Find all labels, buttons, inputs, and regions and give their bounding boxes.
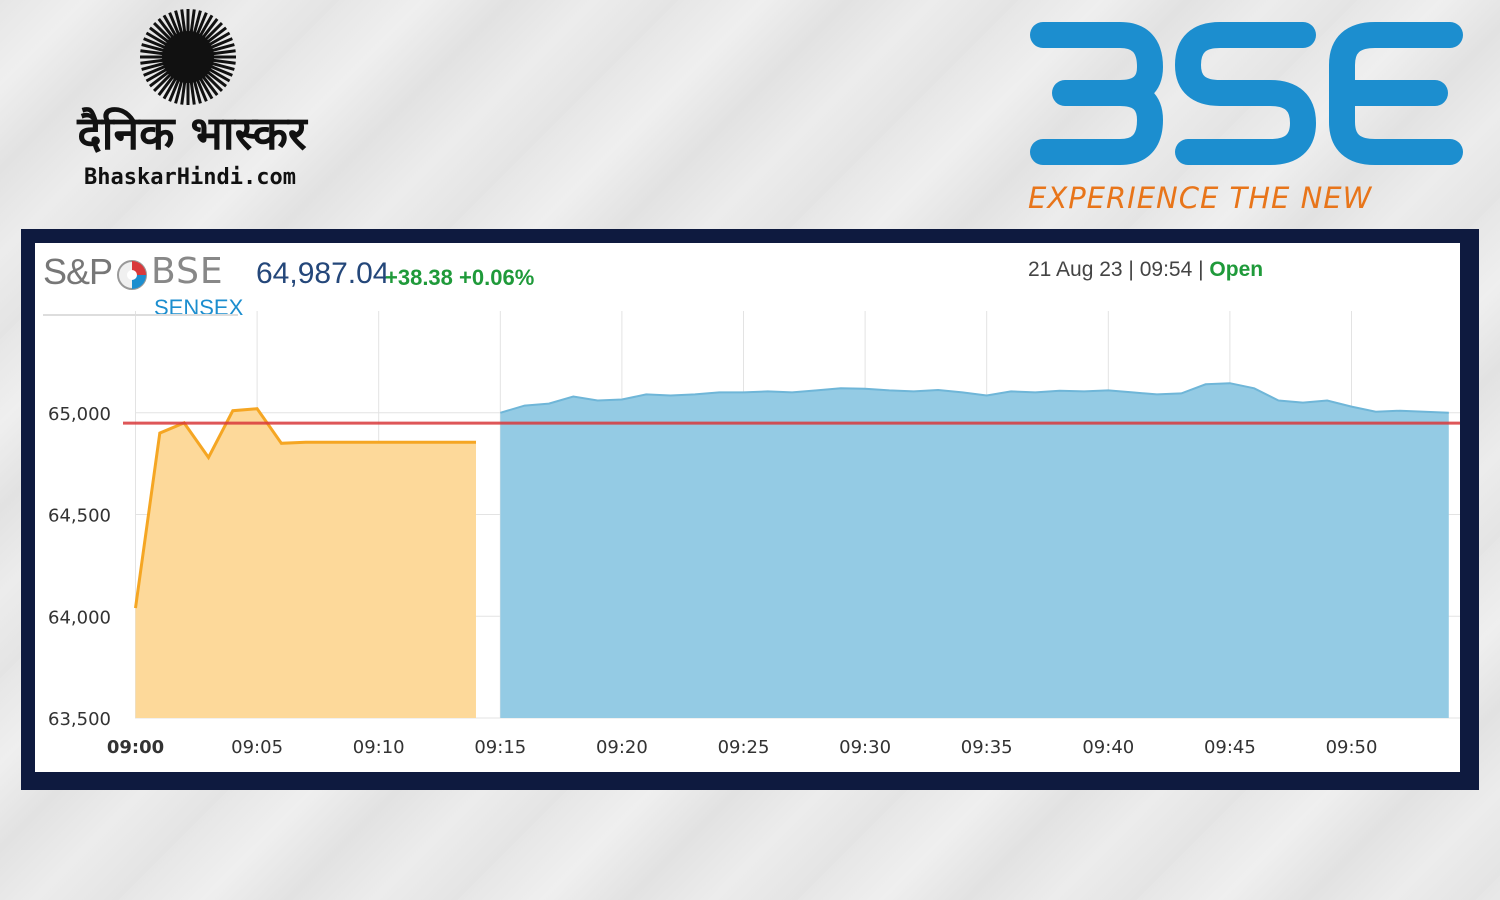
sun-ray — [141, 61, 168, 71]
sun-ray — [140, 49, 167, 56]
sun-ray — [180, 9, 187, 36]
sun-ray — [189, 9, 196, 36]
sun-ray — [204, 69, 227, 88]
pre-open-series-area — [135, 408, 476, 718]
logo-underline — [43, 314, 238, 316]
market-datetime: 21 Aug 23 | 09:54 | Open — [1028, 258, 1263, 282]
sensex-intraday-chart: 65,000 64,500 64,000 63,500 09:00 09:05 09:10 0… — [48, 311, 1460, 758]
index-change: +38.38 +0.06% — [385, 265, 534, 291]
sensex-logo-exchange: BSE — [151, 251, 224, 292]
sun-ray — [162, 14, 179, 39]
sun-ray — [140, 58, 167, 65]
sun-ray — [157, 18, 176, 41]
sun-ray — [152, 21, 174, 43]
bse-logo: EXPERIENCE THE NEW — [1025, 15, 1470, 215]
x-tick-label: 09:05 — [231, 737, 283, 758]
sun-logo-icon — [140, 9, 236, 105]
sun-ray — [168, 76, 181, 102]
sun-ray — [162, 75, 179, 100]
sun-ray — [202, 21, 224, 43]
sun-ray — [143, 64, 169, 77]
index-value: 64,987.04 — [256, 257, 390, 290]
x-tick-label: 09:50 — [1326, 737, 1378, 758]
sun-ray — [206, 66, 231, 83]
sun-ray — [157, 73, 176, 96]
sun-ray — [209, 58, 236, 65]
sun-ray — [145, 66, 170, 83]
sun-ray — [206, 31, 231, 48]
change-percent: +0.06% — [459, 265, 535, 290]
sun-ray — [197, 14, 214, 39]
session-series-line — [500, 382, 1449, 414]
x-tick-label: 09:45 — [1204, 737, 1256, 758]
sun-core — [162, 31, 214, 83]
sun-ray — [209, 49, 236, 56]
x-tick-label: 09:10 — [353, 737, 405, 758]
sun-ray — [197, 75, 214, 100]
change-points: +38.38 — [385, 265, 453, 290]
y-tick-label: 63,500 — [48, 709, 111, 730]
sun-ray — [149, 69, 172, 88]
y-tick-label: 64,500 — [48, 506, 111, 527]
y-tick-label: 64,000 — [48, 607, 111, 628]
x-tick-label: 09:20 — [596, 737, 648, 758]
dainik-bhaskar-logo: दैनिक भास्कर BhaskarHindi.com — [30, 5, 350, 200]
sun-ray — [168, 12, 181, 38]
swirl-logo-icon — [117, 260, 147, 290]
bse-wordmark — [1030, 22, 1463, 165]
sun-ray — [200, 18, 219, 41]
sun-ray — [207, 64, 233, 77]
publisher-site: BhaskarHindi.com — [84, 165, 296, 190]
sun-ray — [189, 78, 196, 105]
session-series-area — [500, 383, 1449, 718]
sun-ray — [192, 10, 202, 37]
x-tick-label: 09:40 — [1082, 737, 1134, 758]
sun-ray — [141, 43, 168, 53]
pre-open-series-line — [134, 407, 476, 609]
sun-ray — [180, 78, 187, 105]
sun-ray — [195, 76, 208, 102]
sun-ray — [174, 77, 184, 104]
sun-ray — [208, 43, 235, 53]
sun-ray — [200, 73, 219, 96]
sun-ray — [149, 26, 172, 45]
y-tick-label: 65,000 — [48, 404, 111, 425]
sensex-logo-prefix: S&P — [43, 251, 113, 292]
sun-ray — [204, 26, 227, 45]
sensex-chart-panel: 65,000 64,500 64,000 63,500 09:00 09:05 09:10 0… — [35, 243, 1460, 772]
sun-ray — [152, 71, 174, 93]
market-status: Open — [1209, 258, 1264, 281]
x-tick-label: 09:30 — [839, 737, 891, 758]
sun-ray — [207, 37, 233, 50]
publisher-name-hindi: दैनिक भास्कर — [77, 106, 307, 160]
sensex-logo: S&P BSE SENSEX — [43, 251, 243, 321]
x-tick-label: 09:25 — [718, 737, 770, 758]
sun-ray — [208, 61, 235, 71]
sun-ray — [143, 37, 169, 50]
date-time-text: 21 Aug 23 | 09:54 | — [1028, 258, 1204, 281]
sun-ray — [192, 77, 202, 104]
sun-ray — [202, 71, 224, 93]
sun-ray — [174, 10, 184, 37]
sun-ray — [195, 12, 208, 38]
bse-tagline: EXPERIENCE THE NEW — [1028, 181, 1373, 215]
sensex-logo-name: SENSEX — [154, 295, 244, 320]
x-tick-label: 09:35 — [961, 737, 1013, 758]
x-tick-label: 09:00 — [107, 737, 164, 758]
sun-ray — [145, 31, 170, 48]
x-tick-label: 09:15 — [474, 737, 526, 758]
